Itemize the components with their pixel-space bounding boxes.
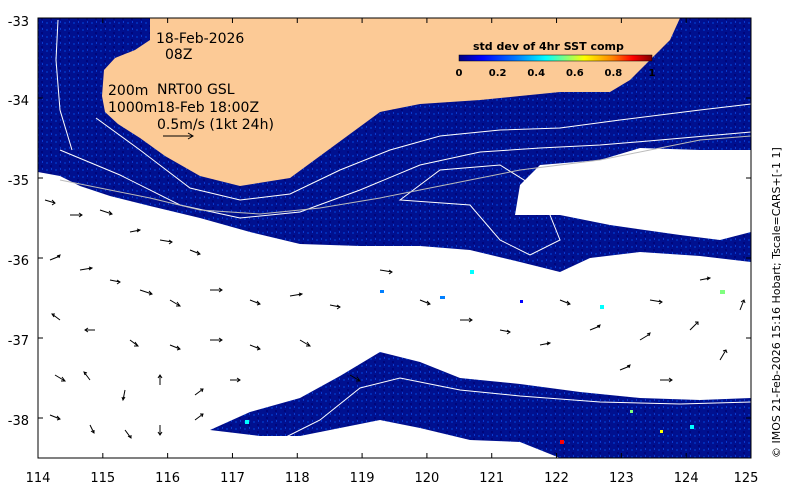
product-time-label: 18-Feb 18:00Z bbox=[157, 100, 259, 116]
hour-label: 08Z bbox=[165, 47, 192, 63]
product-label: NRT00 GSL bbox=[157, 82, 235, 98]
x-tick-label: 120 bbox=[414, 471, 439, 486]
contour-1000m bbox=[59, 131, 751, 219]
x-tick-label: 116 bbox=[155, 471, 180, 486]
colorbar-tick: 0 bbox=[456, 68, 463, 79]
ocean-sst-patch bbox=[270, 400, 330, 426]
current-vectors bbox=[44, 199, 746, 439]
y-tick-label: -33 bbox=[8, 15, 29, 30]
x-tick-label: 117 bbox=[220, 471, 245, 486]
y-tick-label: -34 bbox=[8, 94, 29, 109]
y-tick-label: -36 bbox=[8, 254, 29, 269]
contour-200m-label: 200m bbox=[108, 83, 148, 99]
x-tick-label: 123 bbox=[609, 471, 634, 486]
colorbar-tick: 0.2 bbox=[489, 68, 507, 79]
x-tick-label: 115 bbox=[90, 471, 115, 486]
contour-inner bbox=[398, 164, 561, 256]
colorbar-gradient bbox=[458, 54, 653, 62]
map-area bbox=[38, 18, 751, 458]
x-tick-label: 124 bbox=[674, 471, 699, 486]
colorbar-tick: 0.8 bbox=[605, 68, 623, 79]
x-tick-label: 121 bbox=[479, 471, 504, 486]
x-tick-label: 122 bbox=[544, 471, 569, 486]
colorbar-tick: 1 bbox=[649, 68, 656, 79]
contour-200m bbox=[95, 103, 751, 201]
credit-text: © IMOS 21-Feb-2026 15:16 Hobart; Tscale=… bbox=[770, 147, 783, 458]
y-tick-label: -35 bbox=[8, 174, 29, 189]
contour-south bbox=[279, 377, 751, 441]
contour-1000m-label: 1000m bbox=[108, 100, 157, 116]
colorbar-tick: 0.6 bbox=[566, 68, 584, 79]
scale-vector-arrow bbox=[163, 132, 194, 140]
x-axis: 114 115 116 117 118 119 120 121 122 123 … bbox=[26, 471, 759, 486]
date-label: 18-Feb-2026 bbox=[156, 31, 244, 47]
ocean-sst-south bbox=[210, 352, 751, 458]
plot-frame bbox=[37, 17, 752, 459]
x-tick-label: 118 bbox=[285, 471, 310, 486]
map-annotations: 18-Feb-2026 08Z 200m NRT00 GSL 1000m 18-… bbox=[108, 31, 274, 140]
x-tick-label: 114 bbox=[26, 471, 51, 486]
colorbar-tick: 0.4 bbox=[527, 68, 545, 79]
contour-coast-line bbox=[59, 135, 751, 215]
y-tick-label: -38 bbox=[8, 414, 29, 429]
contour-west bbox=[55, 19, 73, 151]
scale-vector-label: 0.5m/s (1kt 24h) bbox=[157, 117, 274, 133]
colorbar: std dev of 4hr SST comp 0 0.2 0.4 0.6 0.… bbox=[456, 40, 656, 79]
colorbar-title: std dev of 4hr SST comp bbox=[473, 40, 624, 53]
y-axis: -33 -34 -35 -36 -37 -38 bbox=[8, 15, 29, 429]
y-tick-label: -37 bbox=[8, 334, 29, 349]
x-tick-label: 125 bbox=[734, 471, 759, 486]
sst-speckle-highlights bbox=[245, 270, 725, 444]
x-tick-label: 119 bbox=[350, 471, 375, 486]
tick-marks bbox=[37, 17, 752, 458]
